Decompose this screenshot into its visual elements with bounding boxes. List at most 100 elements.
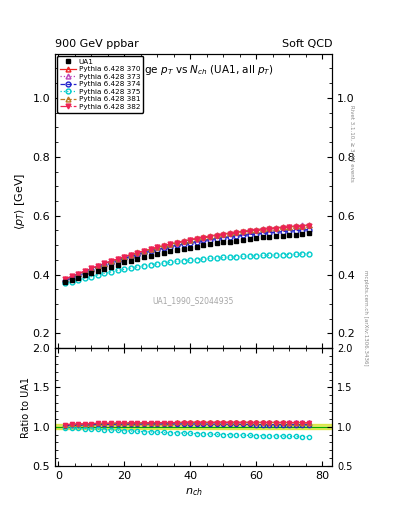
Line: Pythia 6.428 370: Pythia 6.428 370	[62, 223, 311, 282]
Line: Pythia 6.428 382: Pythia 6.428 382	[62, 224, 311, 282]
Pythia 6.428 374	[109, 260, 114, 266]
Pythia 6.428 382	[142, 248, 147, 254]
Pythia 6.428 382	[214, 232, 219, 239]
UA1	[300, 231, 305, 237]
Pythia 6.428 375	[181, 258, 186, 264]
Pythia 6.428 374	[155, 246, 160, 252]
Pythia 6.428 373	[83, 268, 87, 274]
Pythia 6.428 381	[214, 232, 219, 238]
Pythia 6.428 375	[247, 253, 252, 259]
Pythia 6.428 381	[102, 261, 107, 267]
UA1	[175, 247, 180, 253]
UA1	[280, 232, 285, 239]
Pythia 6.428 381	[168, 241, 173, 247]
Pythia 6.428 381	[195, 236, 199, 242]
Pythia 6.428 374	[115, 258, 120, 264]
Pythia 6.428 370	[83, 268, 87, 274]
Pythia 6.428 370	[115, 256, 120, 262]
Pythia 6.428 375	[267, 252, 272, 258]
Pythia 6.428 375	[69, 279, 74, 285]
Pythia 6.428 370	[69, 273, 74, 280]
Pythia 6.428 381	[148, 246, 153, 252]
UA1	[195, 244, 199, 250]
Pythia 6.428 375	[214, 255, 219, 261]
Pythia 6.428 373	[109, 259, 114, 265]
UA1	[261, 234, 265, 241]
Pythia 6.428 382	[221, 232, 226, 238]
Pythia 6.428 370	[102, 261, 107, 267]
Pythia 6.428 373	[95, 263, 100, 269]
Line: Pythia 6.428 373: Pythia 6.428 373	[62, 222, 311, 282]
Pythia 6.428 382	[83, 268, 87, 274]
Pythia 6.428 373	[208, 233, 212, 240]
Pythia 6.428 375	[287, 251, 292, 258]
Pythia 6.428 373	[254, 227, 259, 233]
Pythia 6.428 370	[129, 252, 133, 258]
Pythia 6.428 375	[221, 254, 226, 261]
Pythia 6.428 381	[62, 276, 67, 282]
Pythia 6.428 381	[89, 266, 94, 272]
Pythia 6.428 373	[214, 232, 219, 239]
Pythia 6.428 381	[155, 244, 160, 250]
Pythia 6.428 373	[287, 224, 292, 230]
UA1	[201, 242, 206, 248]
Pythia 6.428 374	[254, 231, 259, 237]
Pythia 6.428 373	[274, 225, 278, 231]
Pythia 6.428 374	[307, 226, 311, 232]
Pythia 6.428 373	[181, 238, 186, 244]
Pythia 6.428 382	[155, 244, 160, 250]
Pythia 6.428 373	[234, 229, 239, 236]
Line: UA1: UA1	[62, 231, 311, 284]
Pythia 6.428 374	[261, 230, 265, 237]
Pythia 6.428 382	[195, 236, 199, 242]
UA1	[162, 250, 166, 256]
Pythia 6.428 370	[261, 226, 265, 232]
Pythia 6.428 373	[261, 226, 265, 232]
Pythia 6.428 370	[247, 228, 252, 234]
Line: Pythia 6.428 374: Pythia 6.428 374	[62, 227, 311, 283]
Pythia 6.428 374	[122, 255, 127, 262]
Y-axis label: Ratio to UA1: Ratio to UA1	[21, 376, 31, 438]
UA1	[287, 232, 292, 238]
Pythia 6.428 381	[162, 242, 166, 248]
Pythia 6.428 382	[89, 265, 94, 271]
Pythia 6.428 381	[287, 224, 292, 230]
Pythia 6.428 373	[175, 240, 180, 246]
Pythia 6.428 375	[62, 281, 67, 287]
Text: Rivet 3.1.10, ≥ 3.4M events: Rivet 3.1.10, ≥ 3.4M events	[349, 105, 354, 182]
Text: Soft QCD: Soft QCD	[282, 38, 332, 49]
Pythia 6.428 373	[142, 248, 147, 254]
Pythia 6.428 373	[280, 224, 285, 230]
Pythia 6.428 381	[274, 225, 278, 231]
Pythia 6.428 374	[175, 242, 180, 248]
Text: mcplots.cern.ch [arXiv:1306.3436]: mcplots.cern.ch [arXiv:1306.3436]	[363, 270, 368, 365]
UA1	[267, 234, 272, 240]
Pythia 6.428 373	[129, 252, 133, 258]
Pythia 6.428 373	[241, 228, 245, 234]
Pythia 6.428 374	[162, 245, 166, 251]
Pythia 6.428 382	[201, 234, 206, 241]
Pythia 6.428 374	[208, 237, 212, 243]
Pythia 6.428 382	[300, 224, 305, 230]
Pythia 6.428 373	[162, 243, 166, 249]
Pythia 6.428 381	[254, 227, 259, 233]
UA1	[89, 270, 94, 276]
Text: UA1_1990_S2044935: UA1_1990_S2044935	[153, 296, 234, 306]
Pythia 6.428 382	[287, 224, 292, 230]
Pythia 6.428 370	[254, 227, 259, 233]
Pythia 6.428 374	[83, 270, 87, 276]
Pythia 6.428 373	[69, 274, 74, 280]
Pythia 6.428 375	[115, 267, 120, 273]
Pythia 6.428 374	[241, 232, 245, 239]
Pythia 6.428 381	[129, 251, 133, 258]
UA1	[294, 231, 298, 238]
Pythia 6.428 370	[221, 231, 226, 237]
Pythia 6.428 374	[234, 233, 239, 239]
Pythia 6.428 373	[155, 244, 160, 250]
Line: Pythia 6.428 375: Pythia 6.428 375	[62, 251, 311, 286]
Pythia 6.428 370	[155, 244, 160, 250]
Pythia 6.428 373	[307, 222, 311, 228]
Pythia 6.428 375	[300, 251, 305, 257]
Pythia 6.428 373	[221, 231, 226, 237]
Pythia 6.428 382	[280, 225, 285, 231]
